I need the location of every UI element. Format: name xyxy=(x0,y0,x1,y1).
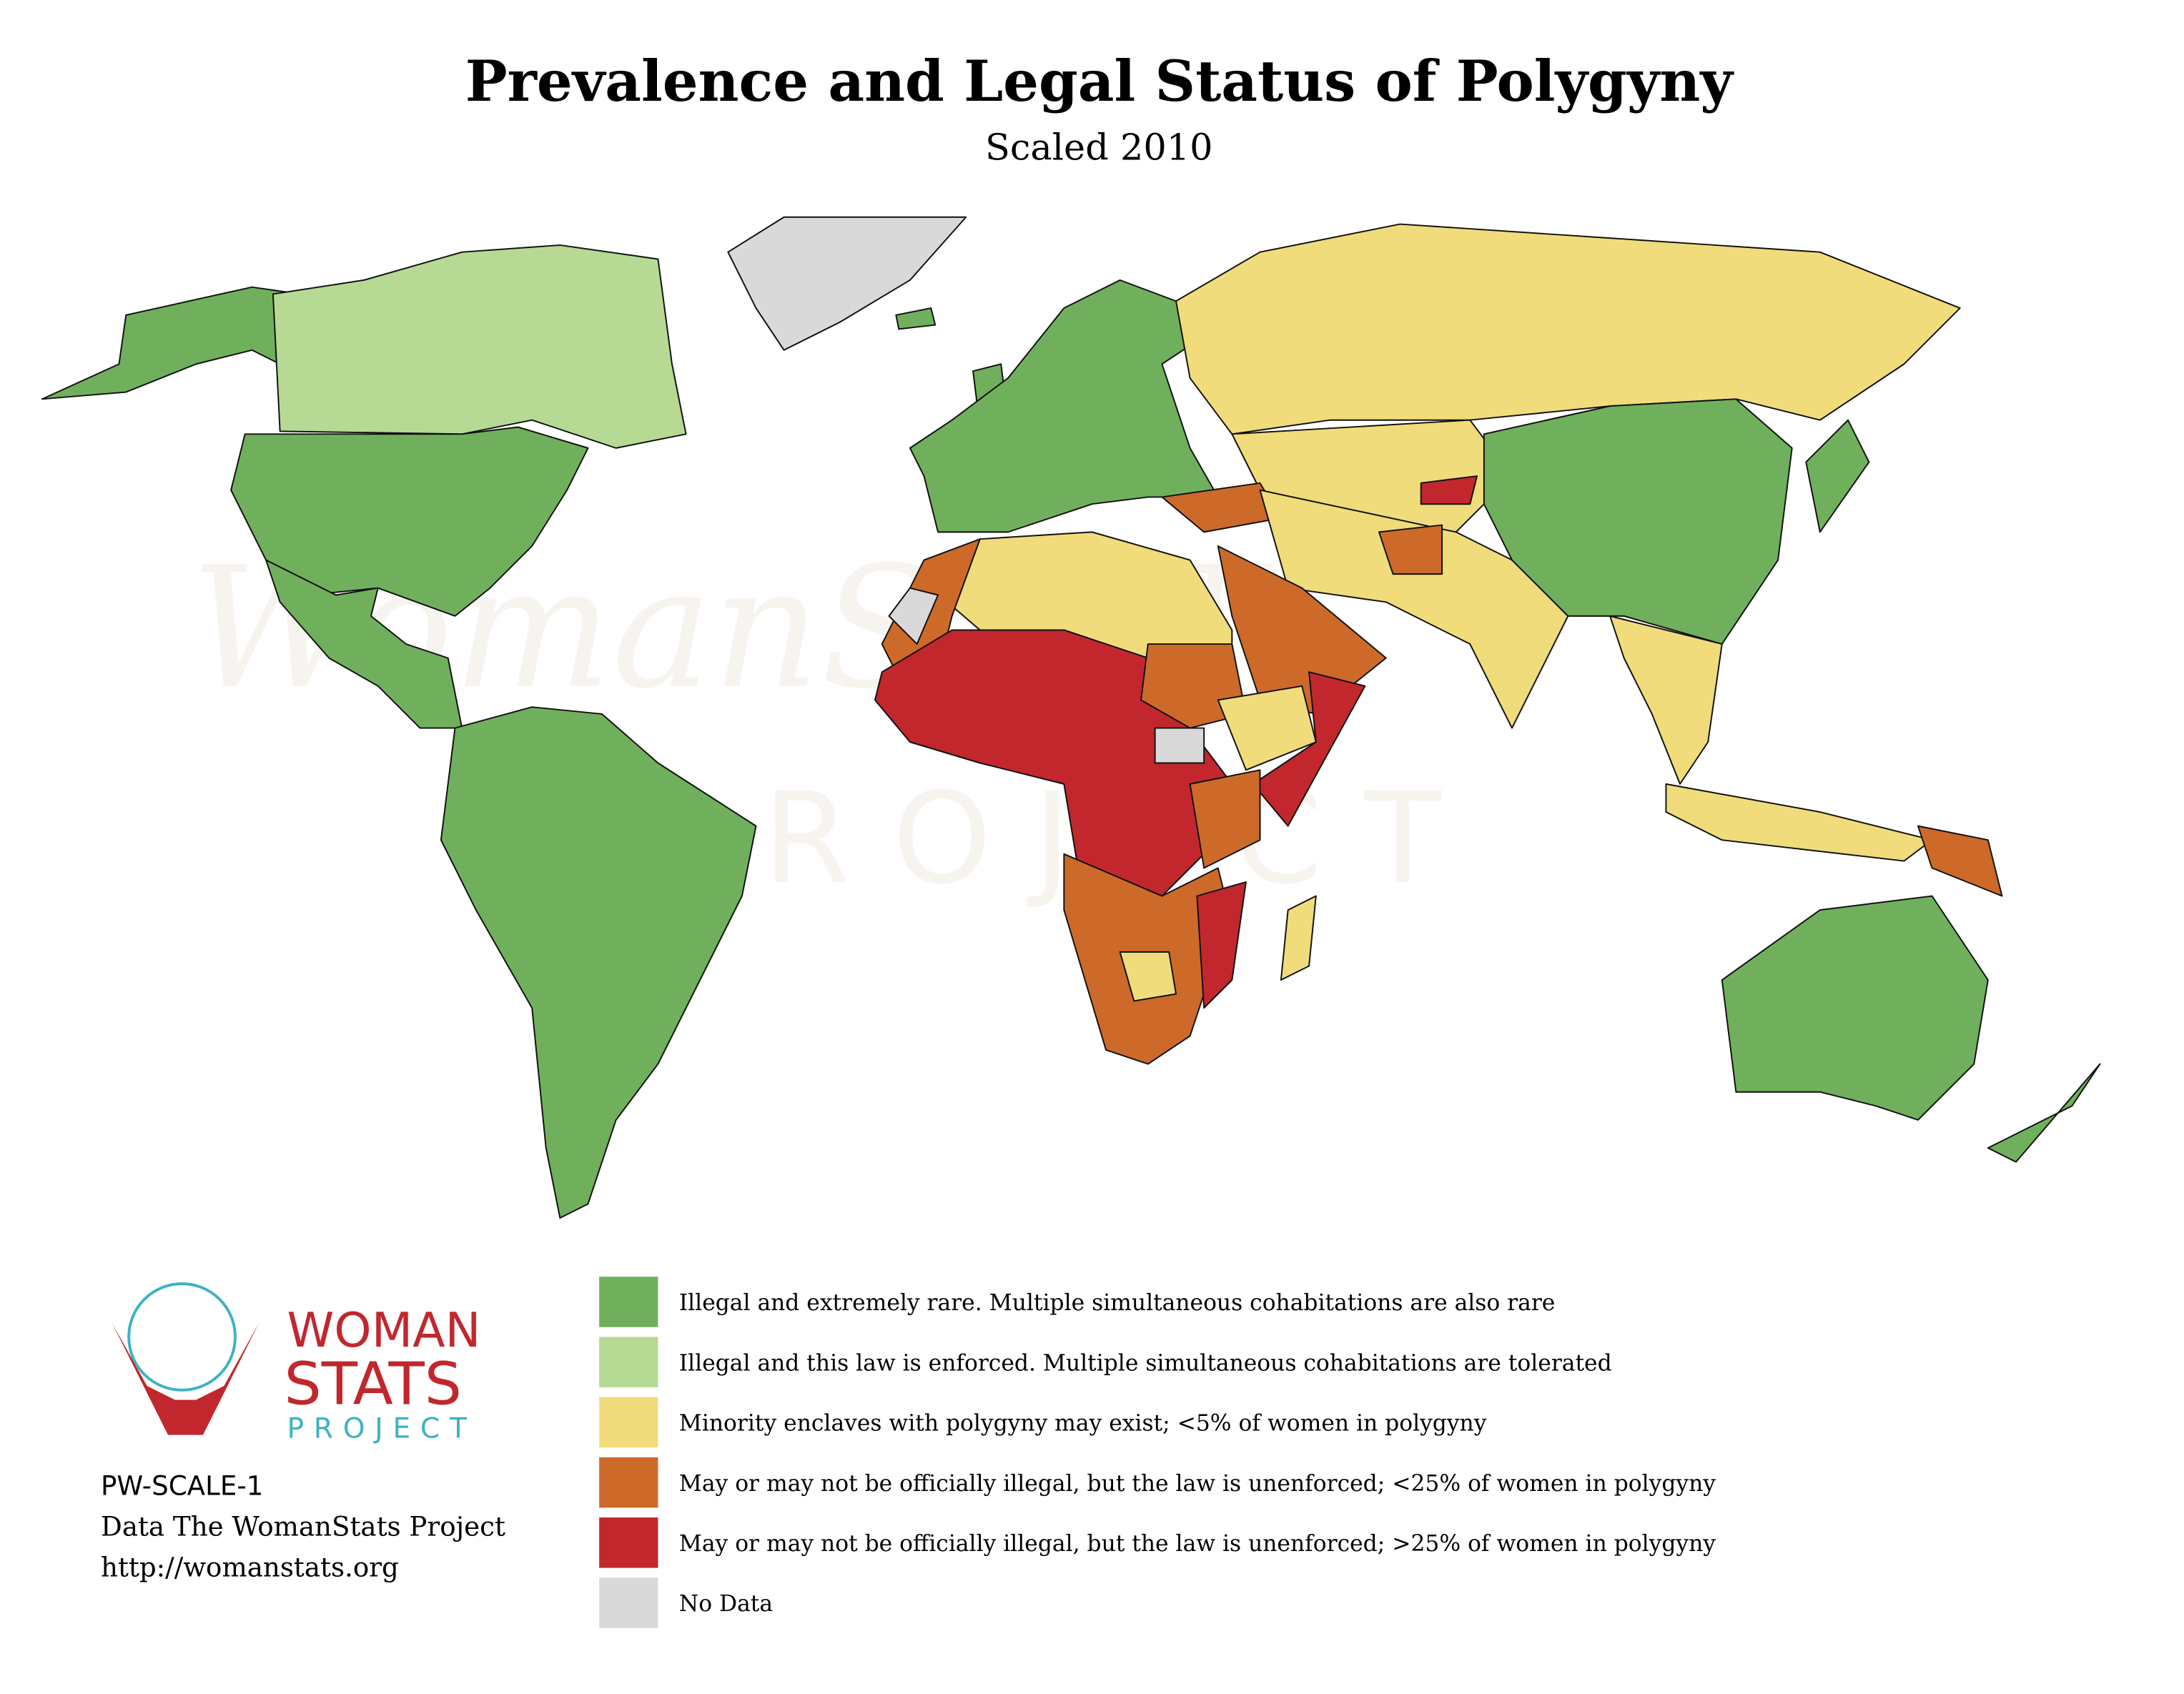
footer-line: PW-SCALE-1 xyxy=(101,1470,263,1502)
new-zealand xyxy=(1987,1063,2101,1163)
legend-label: May or may not be officially illegal, bu… xyxy=(679,1471,1716,1497)
legend-swatch xyxy=(599,1277,658,1327)
central-america xyxy=(265,559,463,729)
southeast-asia xyxy=(1609,615,1723,785)
legend-swatch xyxy=(599,1517,658,1568)
east-africa xyxy=(1189,769,1261,869)
world-map xyxy=(41,216,2101,1219)
footer-line: http://womanstats.org xyxy=(101,1551,399,1582)
legend: Illegal and extremely rare. Multiple sim… xyxy=(599,1277,1716,1628)
kyrgyzstan xyxy=(1420,475,1478,505)
footer: PW-SCALE-1 Data The WomanStats Project htt… xyxy=(101,1470,505,1583)
south-sudan xyxy=(1154,727,1205,764)
legend-swatch xyxy=(599,1457,658,1508)
south-asia xyxy=(1259,489,1569,729)
sudan-chad xyxy=(1140,643,1247,729)
legend-label: No Data xyxy=(679,1591,773,1617)
europe xyxy=(909,279,1219,533)
legend-swatch xyxy=(599,1337,658,1387)
madagascar xyxy=(1280,895,1317,981)
footer-line: Data The WomanStats Project xyxy=(101,1511,505,1542)
logo-line1: WOMAN xyxy=(287,1302,480,1358)
afghanistan xyxy=(1378,524,1443,575)
logo-line2: STATS xyxy=(285,1350,462,1418)
iceland xyxy=(895,307,937,330)
greenland xyxy=(727,216,967,351)
logo-hands xyxy=(112,1322,260,1435)
botswana xyxy=(1119,951,1177,1002)
subtitle: Scaled 2010 xyxy=(985,127,1212,169)
legend-label: Illegal and this law is enforced. Multip… xyxy=(679,1350,1612,1376)
legend-label: Illegal and extremely rare. Multiple sim… xyxy=(679,1290,1556,1316)
legend-swatch xyxy=(599,1577,658,1628)
legend-label: May or may not be officially illegal, bu… xyxy=(679,1531,1716,1557)
canada xyxy=(272,244,687,449)
logo: WOMAN STATS PROJECT xyxy=(112,1282,480,1445)
logo-globe xyxy=(127,1282,237,1392)
title: Prevalence and Legal Status of Polygyny xyxy=(465,49,1735,114)
russia xyxy=(1175,223,1961,435)
legend-label: Minority enclaves with polygyny may exis… xyxy=(679,1411,1487,1437)
indonesia xyxy=(1665,783,1933,862)
alaska xyxy=(41,286,302,400)
logo-line3: PROJECT xyxy=(287,1412,476,1445)
japan xyxy=(1805,419,1870,533)
legend-swatch xyxy=(599,1397,658,1448)
south-america xyxy=(440,706,757,1219)
western-sahara xyxy=(888,587,939,645)
papua-new-guinea xyxy=(1917,825,2003,897)
somalia xyxy=(1252,671,1366,827)
australia xyxy=(1721,895,1989,1121)
mozambique xyxy=(1196,881,1247,1009)
